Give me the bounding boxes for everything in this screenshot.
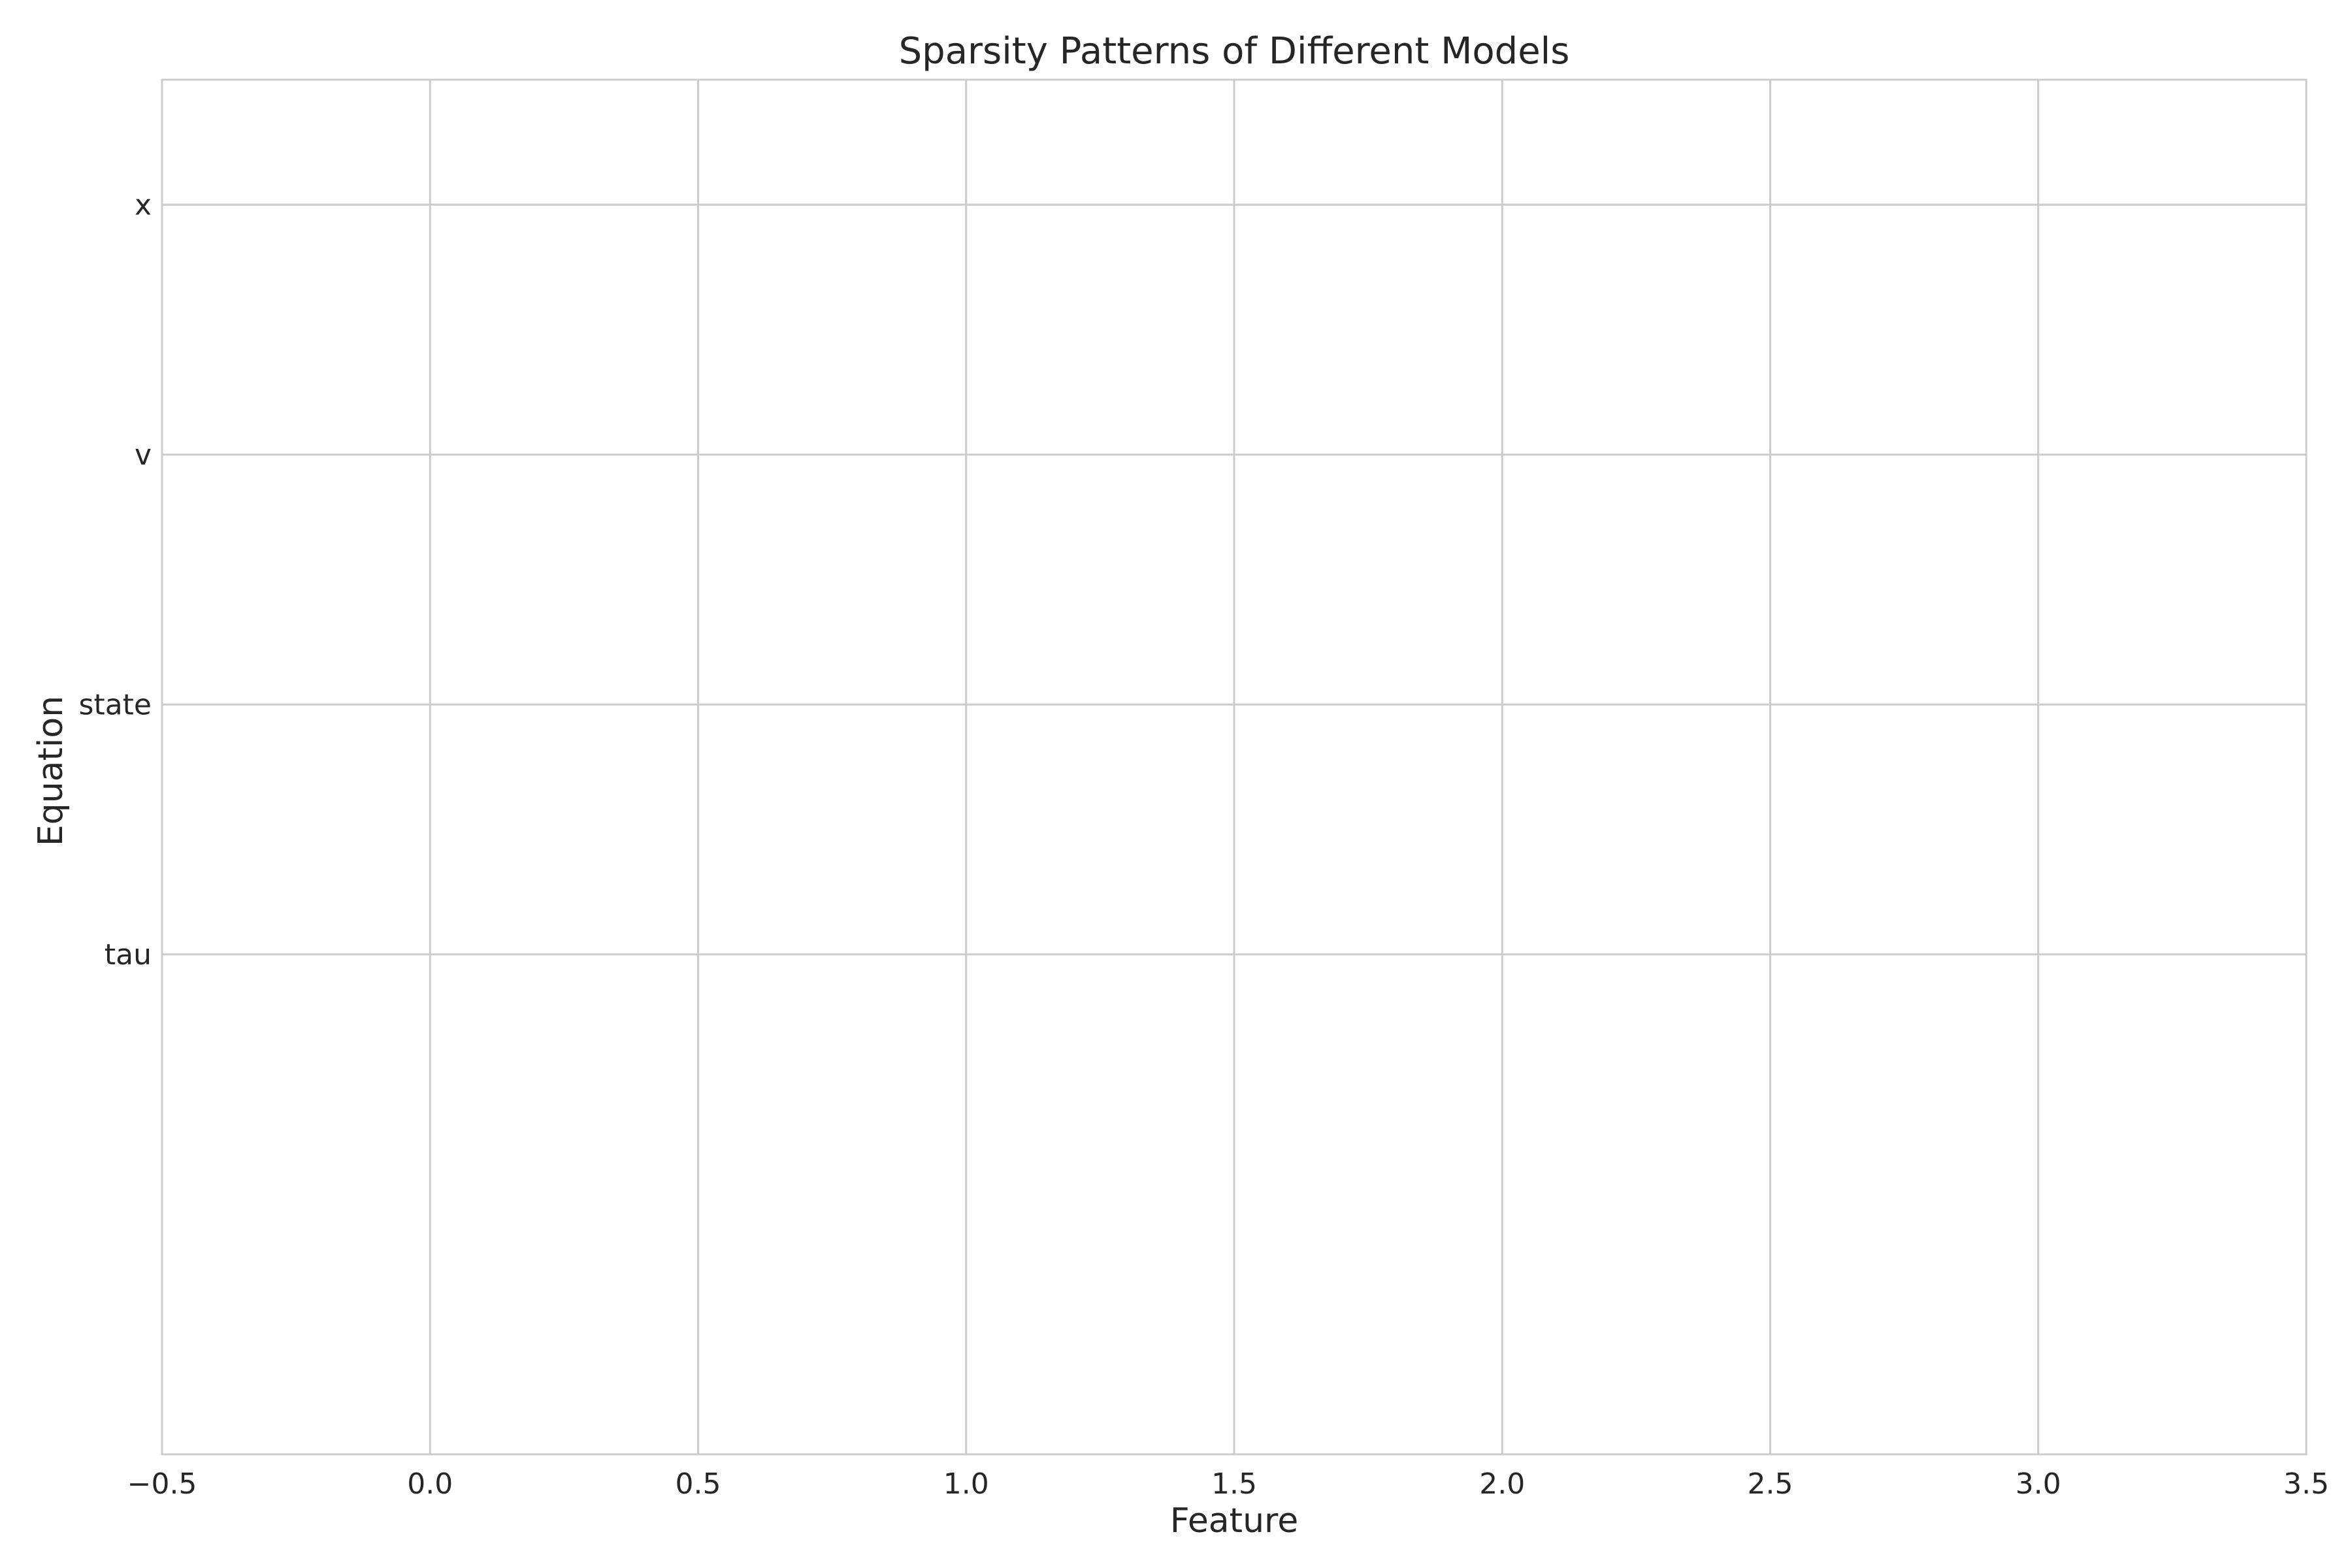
y-tick-label: x (135, 188, 152, 221)
y-tick-label: v (135, 438, 152, 472)
grid-lines (162, 80, 2306, 1454)
x-tick-labels: −0.5 0.0 0.5 1.0 1.5 2.0 2.5 3.0 3.5 (127, 1467, 2329, 1501)
plot-frame (161, 78, 2308, 1456)
y-tick-label: state (79, 688, 152, 721)
chart-title: Sparsity Patterns of Different Models (899, 30, 1570, 73)
y-tick-labels: x v state tau (79, 188, 152, 972)
x-tick-label: 3.5 (2283, 1467, 2329, 1501)
x-tick-label: 0.5 (676, 1467, 721, 1501)
x-tick-label: 2.0 (1479, 1467, 1525, 1501)
x-tick-label: 1.5 (1211, 1467, 1257, 1501)
y-tick-label: tau (105, 938, 152, 972)
x-tick-label: 0.0 (407, 1467, 453, 1501)
x-tick-label: 1.0 (943, 1467, 989, 1501)
x-tick-label: −0.5 (127, 1467, 197, 1501)
y-axis-label: Equation (31, 696, 71, 846)
x-axis-label: Feature (1170, 1501, 1299, 1541)
x-tick-label: 2.5 (1748, 1467, 1793, 1501)
x-tick-label: 3.0 (2016, 1467, 2061, 1501)
